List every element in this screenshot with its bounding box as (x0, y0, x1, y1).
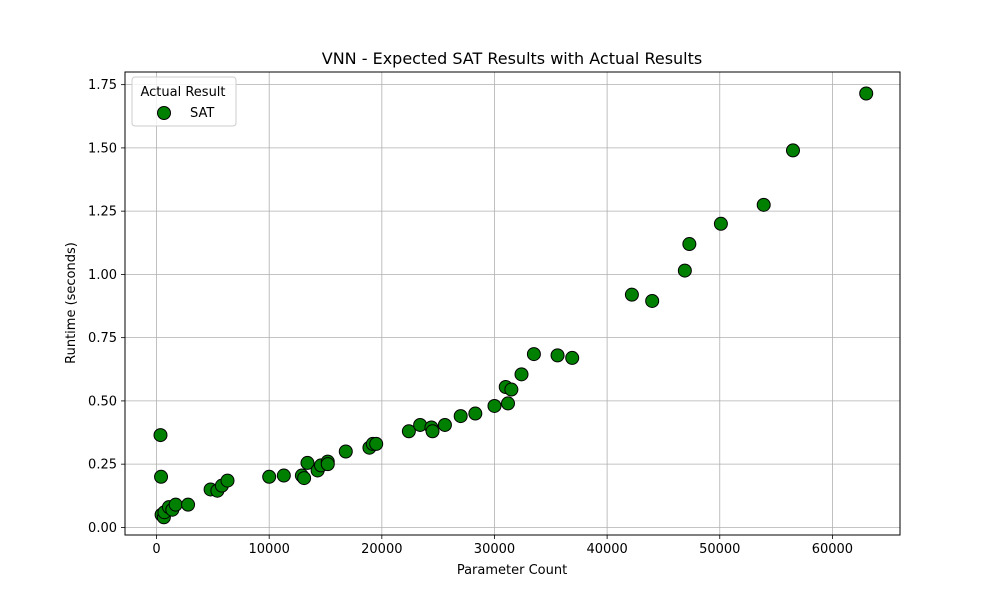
legend: Actual Result SAT (131, 76, 237, 127)
y-axis-ticks: 0.00 0.25 0.50 0.75 1.00 1.25 1.50 1.75 (88, 78, 125, 536)
data-point-sat (645, 293, 660, 308)
y-axis-label: Runtime (seconds) (64, 242, 79, 364)
data-point-sat (677, 263, 692, 278)
legend-label-sat: SAT (190, 106, 214, 121)
data-point-sat (300, 455, 315, 470)
x-tick-label: 0 (152, 542, 160, 557)
chart-title: VNN - Expected SAT Results with Actual R… (322, 49, 702, 68)
y-tick-label: 0.00 (88, 521, 117, 536)
data-point-sat (500, 396, 515, 411)
data-point-sat (526, 347, 541, 362)
data-point-sat (453, 409, 468, 424)
axes-frame (124, 71, 901, 536)
data-point-sat (713, 216, 728, 231)
data-point-sat (369, 436, 384, 451)
data-point-sat (168, 497, 183, 512)
data-point-sat (401, 424, 416, 439)
x-tick-label: 40000 (586, 542, 627, 557)
data-point-sat (504, 382, 519, 397)
data-point-sat (220, 473, 235, 488)
data-point-sat (756, 197, 771, 212)
data-point-sat (413, 417, 428, 432)
data-point-sat (682, 237, 697, 252)
y-tick-label: 1.25 (88, 205, 117, 220)
data-point-sat (338, 444, 353, 459)
data-point-sat (276, 468, 291, 483)
x-tick-label: 60000 (812, 542, 853, 557)
data-point-sat (487, 398, 502, 413)
data-point-sat (262, 469, 277, 484)
data-point-sat (297, 471, 312, 486)
y-tick-label: 1.75 (88, 78, 117, 93)
x-tick-label: 50000 (699, 542, 740, 557)
y-tick-label: 0.50 (88, 394, 117, 409)
data-point-sat (514, 367, 529, 382)
data-point-sat (785, 143, 800, 158)
data-point-sat (181, 497, 196, 512)
data-point-sat (468, 406, 483, 421)
legend-marker-sat (157, 106, 171, 120)
x-tick-label: 10000 (249, 542, 290, 557)
y-tick-label: 0.75 (88, 331, 117, 346)
data-point-sat (624, 287, 639, 302)
data-point-sat (153, 428, 168, 443)
data-point-sat (550, 348, 565, 363)
data-point-sat (437, 417, 452, 432)
data-point-sat (565, 350, 580, 365)
x-tick-label: 20000 (361, 542, 402, 557)
data-point-sat (425, 424, 440, 439)
data-points (153, 86, 874, 525)
legend-title: Actual Result (140, 85, 225, 100)
data-point-sat (320, 457, 335, 472)
data-point-sat (859, 86, 874, 101)
x-axis-ticks: 0 10000 20000 30000 40000 50000 60000 (152, 535, 853, 557)
x-tick-label: 30000 (474, 542, 515, 557)
y-tick-label: 1.00 (88, 268, 117, 283)
y-tick-label: 1.50 (88, 141, 117, 156)
data-point-sat (154, 469, 169, 484)
x-axis-label: Parameter Count (457, 563, 567, 578)
y-tick-label: 0.25 (88, 458, 117, 473)
